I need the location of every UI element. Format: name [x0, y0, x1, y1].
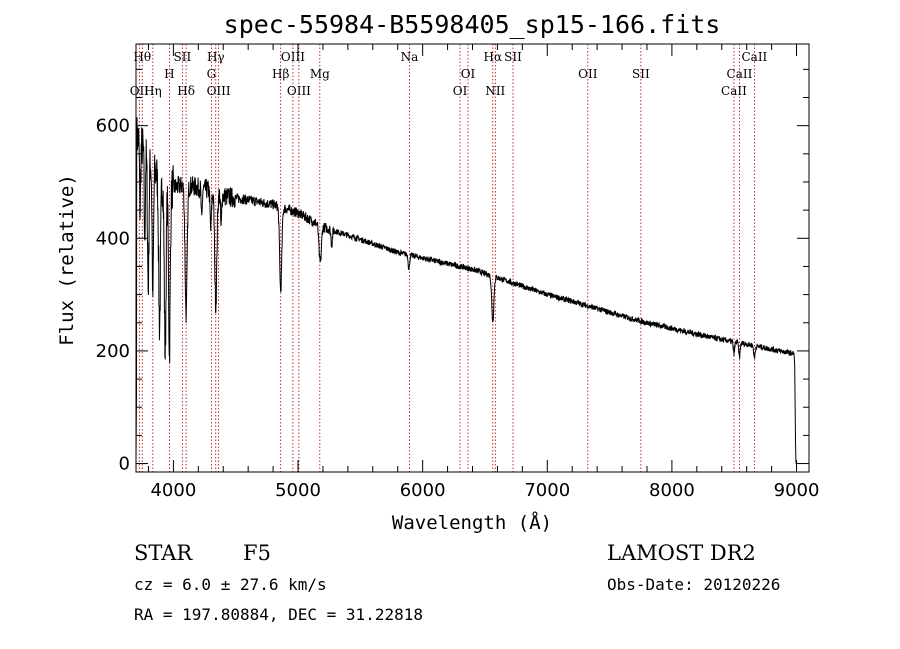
spectral-line-label: Na — [401, 50, 419, 64]
x-tick-label: 9000 — [774, 480, 820, 501]
chart-title: spec-55984-B5598405_sp15-166.fits — [224, 10, 721, 39]
x-tick-label: 5000 — [275, 480, 321, 501]
spectral-line-label: Hη — [144, 84, 162, 98]
spectral-line-label: OI — [453, 84, 468, 98]
x-tick-label: 6000 — [400, 480, 446, 501]
y-axis: 0 200 400 600 — [96, 68, 809, 475]
spectral-line-label: CaII — [741, 50, 767, 64]
y-tick-label: 600 — [96, 116, 130, 137]
spectral-line-label: Hβ — [272, 67, 289, 81]
spectral-line-label: OI — [461, 67, 476, 81]
spectral-line-label: CaII — [721, 84, 747, 98]
spectral-line-label: SII — [632, 67, 650, 81]
spectral-line-label: OII — [130, 84, 150, 98]
spectral-line-label: CaII — [727, 67, 753, 81]
spectral-line-label: Hα — [484, 50, 503, 64]
x-tick-label: 7000 — [524, 480, 570, 501]
x-axis: 4000 5000 6000 7000 8000 9000 — [147, 44, 820, 501]
spectral-line-label: SII — [504, 50, 522, 64]
spectral-line-label: SII — [174, 50, 192, 64]
y-tick-label: 200 — [96, 341, 130, 362]
survey-name: LAMOST DR2 — [607, 541, 756, 565]
spectrum-line — [135, 117, 797, 464]
spectral-line-label: Hγ — [207, 50, 225, 64]
spectral-line-label: OIII — [207, 84, 231, 98]
x-tick-label: 4000 — [150, 480, 196, 501]
spectral-line-labels: OIIHθHηHSIIHδHγGOIIIHβOIIIOIIIMgNaOIOIHα… — [130, 50, 768, 98]
redshift-text: cz = 6.0 ± 27.6 km/s — [134, 575, 327, 594]
spectral-line-label: OIII — [287, 84, 311, 98]
spectral-line-markers — [138, 44, 755, 472]
y-tick-label: 400 — [96, 228, 130, 249]
coordinates-text: RA = 197.80884, DEC = 31.22818 — [134, 605, 423, 624]
x-axis-label: Wavelength (Å) — [392, 511, 552, 534]
y-tick-label: 0 — [119, 454, 130, 475]
spectral-line-label: H — [164, 67, 174, 81]
x-tick-label: 8000 — [649, 480, 695, 501]
y-axis-label: Flux (relative) — [56, 174, 78, 346]
spectral-line-label: OIII — [281, 50, 305, 64]
plot-frame — [135, 43, 810, 473]
spectral-line-label: OII — [578, 67, 598, 81]
spectral-line-label: Hδ — [177, 84, 195, 98]
spectral-line-label: Hθ — [133, 50, 151, 64]
spectral-line-label: G — [207, 67, 217, 81]
spectral-line-label: Mg — [310, 67, 330, 81]
obs-date-text: Obs-Date: 20120226 — [607, 575, 780, 594]
spectral-line-label: NII — [485, 84, 505, 98]
subclass: F5 — [243, 541, 271, 565]
object-class: STAR — [134, 541, 193, 565]
